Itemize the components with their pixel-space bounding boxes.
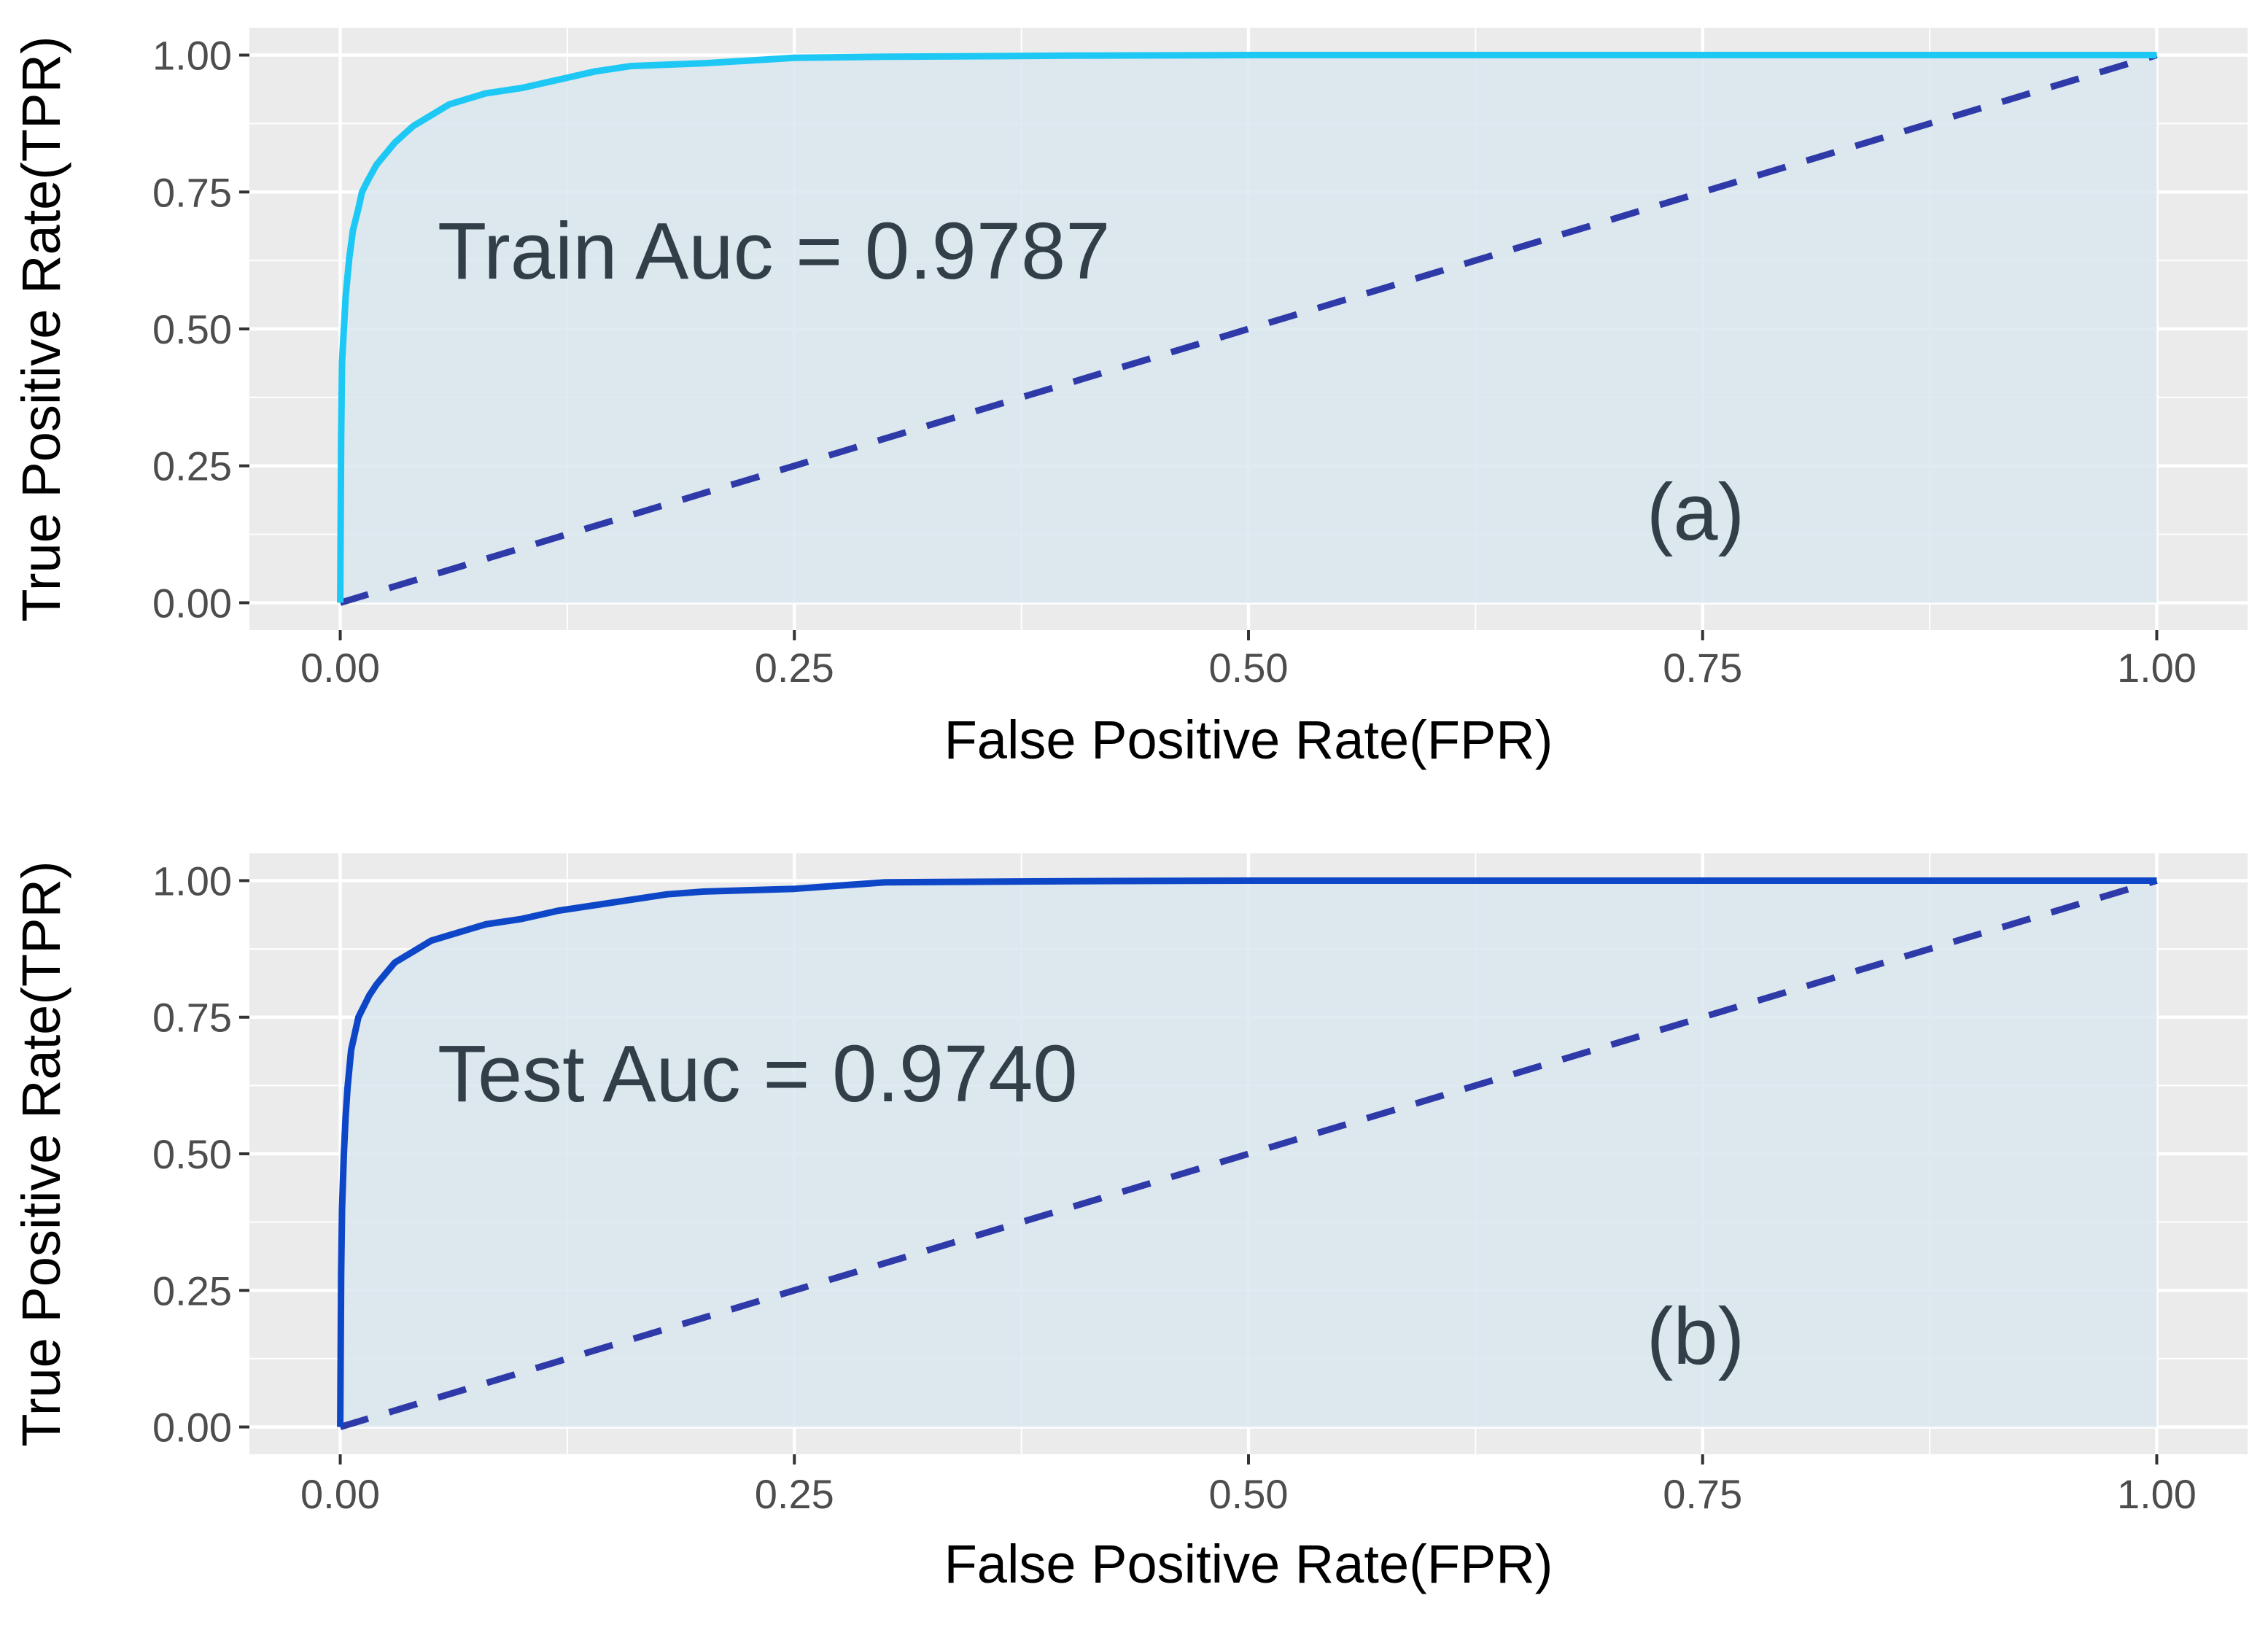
y-tick-label: 0.25: [152, 1268, 232, 1314]
roc-panel-a: 0.00 0.25 0.50 0.75 1.00 0.00 0.25 0.50 0.75 1.00…: [11, 28, 2248, 770]
roc-point: [357, 1016, 360, 1019]
roc-point: [2155, 54, 2158, 57]
chance-diagonal-line: [339, 877, 2158, 1430]
roc-point: [593, 904, 596, 907]
roc-point: [1065, 54, 1068, 57]
roc-point: [340, 1273, 343, 1276]
x-tick-label: 0.00: [300, 645, 380, 691]
x-tick-label: 0.25: [755, 1471, 834, 1517]
roc-point: [393, 961, 396, 964]
roc-point: [411, 950, 414, 953]
auc-annotation: Test Auc = 0.9740: [438, 1029, 1078, 1119]
roc-point: [556, 78, 559, 81]
roc-point: [348, 256, 351, 259]
roc-point: [430, 114, 432, 117]
roc-point: [1247, 54, 1250, 57]
roc-point: [629, 899, 632, 901]
roc-point: [1701, 54, 1704, 57]
roc-point: [344, 295, 347, 298]
roc-point: [793, 888, 796, 891]
roc-point: [375, 983, 378, 986]
roc-point: [593, 70, 596, 73]
y-axis-title: True Positive Rate(TPR): [11, 861, 71, 1446]
roc-point: [521, 918, 524, 920]
roc-point: [466, 98, 469, 101]
roc-point: [702, 890, 705, 893]
roc-point: [448, 103, 451, 106]
roc-point: [1429, 54, 1432, 57]
roc-point: [343, 327, 346, 330]
roc-point: [448, 934, 451, 936]
y-tick-label: 0.75: [152, 169, 232, 215]
y-tick-label: 0.00: [152, 580, 232, 626]
y-tick-label: 0.50: [152, 306, 232, 352]
roc-point: [1065, 880, 1068, 882]
roc-point: [366, 179, 369, 182]
roc-point: [341, 360, 343, 363]
roc-point: [884, 881, 887, 884]
x-tick-label: 1.00: [2117, 645, 2197, 691]
roc-point: [502, 89, 505, 92]
y-tick-label: 1.00: [152, 33, 232, 79]
roc-point: [368, 994, 370, 997]
roc-point: [466, 928, 469, 931]
y-tick-label: 0.00: [152, 1405, 232, 1451]
x-tick-label: 1.00: [2117, 1471, 2197, 1517]
y-tick-label: 0.75: [152, 995, 232, 1041]
roc-point: [339, 1426, 342, 1429]
roc-point: [521, 87, 524, 90]
roc-point: [2155, 879, 2158, 882]
x-tick-label: 0.25: [755, 645, 834, 691]
roc-point: [375, 163, 378, 166]
roc-panel-b: 0.00 0.25 0.50 0.75 1.00 0.00 0.25 0.50 0.75 1.00…: [11, 853, 2248, 1594]
x-tick-label: 0.00: [300, 1471, 380, 1517]
x-tick-label: 0.50: [1209, 1471, 1289, 1517]
roc-point: [339, 601, 342, 604]
panel-label: (a): [1647, 468, 1744, 557]
roc-point: [484, 92, 487, 95]
roc-point: [629, 65, 632, 68]
roc-curve-line: [337, 52, 2157, 603]
roc-point: [344, 1114, 347, 1117]
roc-point: [556, 909, 559, 912]
roc-point: [362, 1005, 365, 1008]
y-tick-label: 0.50: [152, 1131, 232, 1177]
roc-point: [666, 893, 669, 896]
roc-point: [353, 1032, 356, 1035]
y-tick-label: 0.25: [152, 443, 232, 489]
panel-label: (b): [1647, 1292, 1744, 1381]
x-axis-title: False Positive Rate(FPR): [944, 710, 1553, 770]
roc-point: [360, 190, 363, 193]
roc-point: [352, 229, 354, 232]
roc-curve-line: [337, 877, 2157, 1427]
roc-point: [484, 923, 487, 926]
roc-point: [384, 972, 387, 975]
chance-diagonal-line: [339, 52, 2158, 606]
roc-point: [346, 1087, 349, 1090]
x-tick-label: 0.75: [1663, 1471, 1742, 1517]
roc-point: [341, 1207, 343, 1210]
roc-point: [384, 152, 387, 155]
roc-point: [393, 141, 396, 144]
auc-annotation: Train Auc = 0.9787: [438, 206, 1110, 296]
x-axis-title: False Positive Rate(FPR): [944, 1534, 1553, 1594]
roc-point: [884, 55, 887, 58]
roc-point: [702, 62, 705, 65]
roc-point: [411, 125, 414, 128]
roc-point: [430, 939, 432, 942]
y-tick-label: 1.00: [152, 858, 232, 904]
y-axis-title: True Positive Rate(TPR): [11, 36, 71, 621]
x-tick-label: 0.75: [1663, 645, 1742, 691]
x-tick-label: 0.50: [1209, 645, 1289, 691]
roc-point: [349, 1049, 352, 1052]
roc-point: [357, 207, 360, 210]
roc-point: [1247, 879, 1250, 882]
roc-point: [793, 56, 796, 59]
roc-point: [340, 437, 343, 440]
roc-point: [343, 1152, 346, 1155]
roc-point: [1701, 879, 1704, 882]
